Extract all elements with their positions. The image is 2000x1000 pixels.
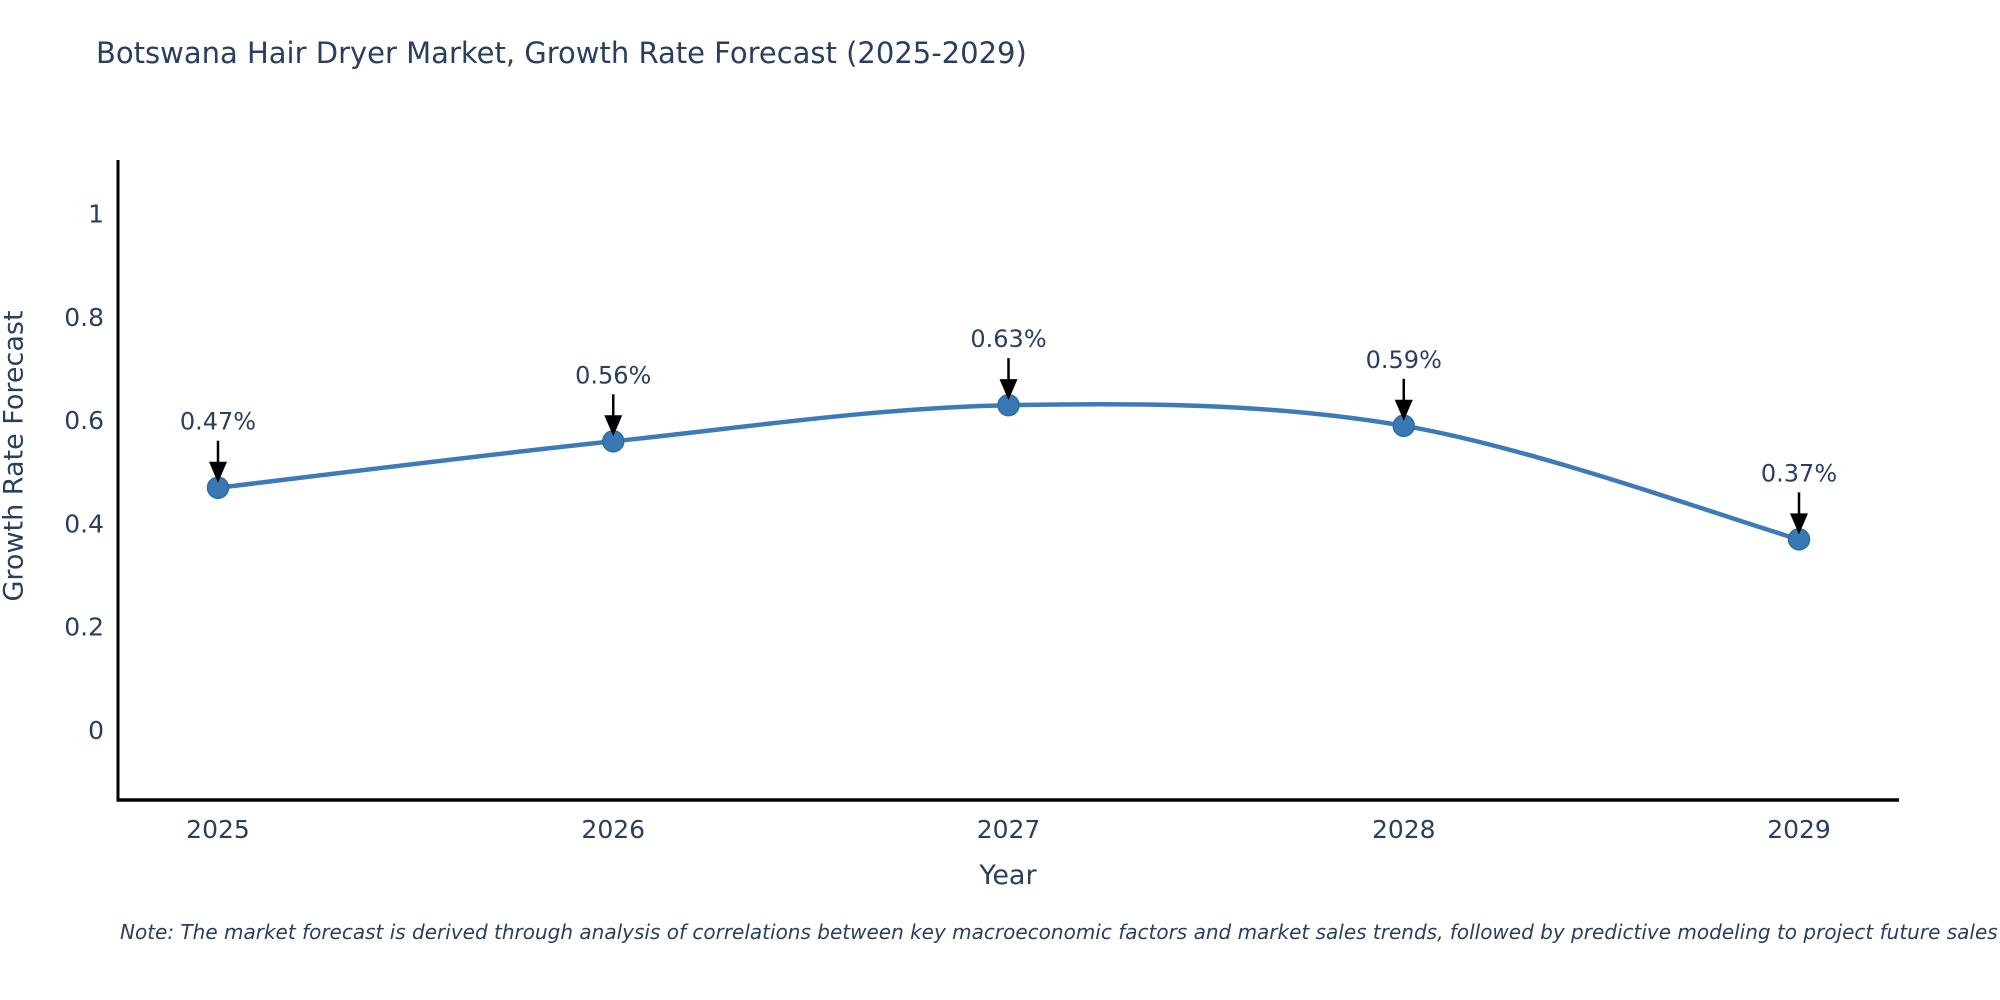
y-tick-label: 1: [88, 200, 104, 229]
annotation-arrowhead: [604, 415, 623, 437]
y-tick-label: 0.2: [64, 613, 104, 642]
x-axis-title: Year: [979, 860, 1037, 891]
x-tick-label: 2025: [186, 815, 250, 844]
y-tick-label: 0.8: [64, 303, 104, 332]
data-point-label: 0.59%: [1366, 346, 1442, 374]
data-point-label: 0.56%: [575, 361, 651, 389]
data-point-label: 0.47%: [180, 408, 256, 436]
annotation-arrowhead: [1394, 399, 1413, 421]
data-point-label: 0.63%: [970, 325, 1046, 353]
chart-title: Botswana Hair Dryer Market, Growth Rate …: [96, 36, 1027, 70]
y-tick-label: 0: [88, 716, 104, 745]
x-tick-label: 2027: [977, 815, 1041, 844]
y-axis-title: Growth Rate Forecast: [0, 310, 30, 602]
footnote: Note: The market forecast is derived thr…: [120, 920, 1998, 944]
y-tick-label: 0.4: [64, 509, 104, 538]
annotation-arrowhead: [1790, 513, 1809, 535]
x-tick-label: 2029: [1767, 815, 1831, 844]
annotation-arrowhead: [208, 461, 227, 483]
annotation-arrowhead: [999, 379, 1018, 401]
y-tick-label: 0.6: [64, 406, 104, 435]
x-tick-label: 2026: [581, 815, 645, 844]
forecast-line: [215, 401, 1802, 542]
x-tick-label: 2028: [1372, 815, 1436, 844]
data-point-label: 0.37%: [1761, 459, 1837, 487]
